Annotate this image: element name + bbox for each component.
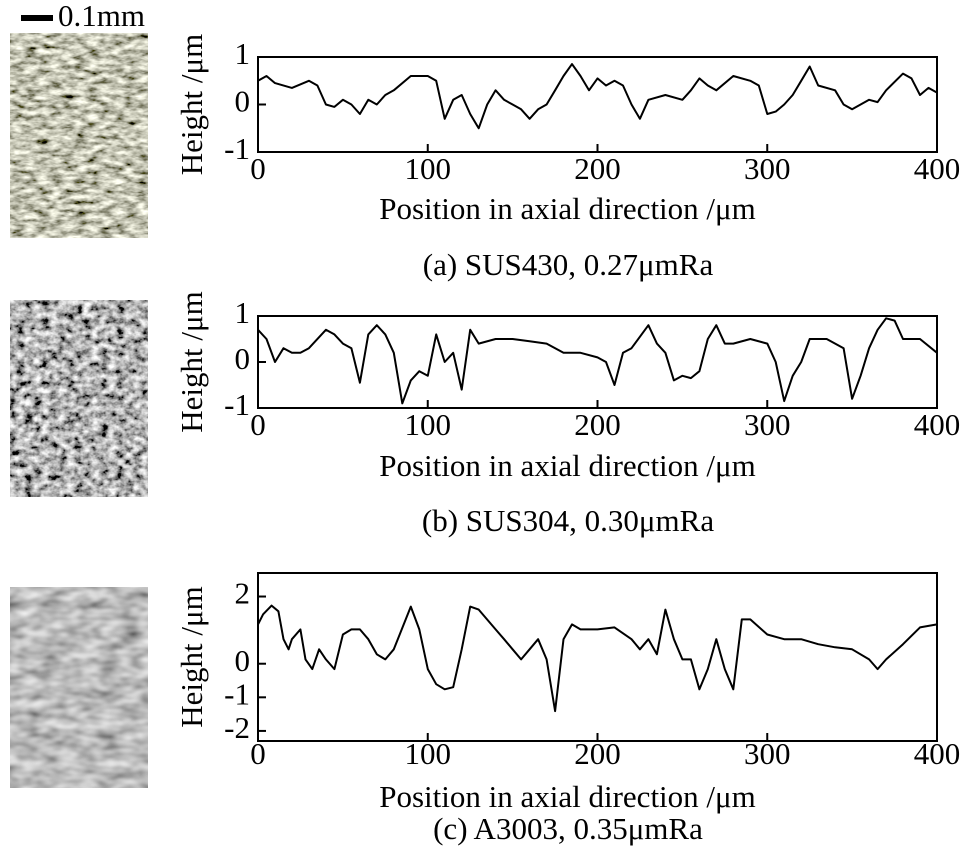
x-tick-label: 400 [914, 407, 961, 442]
y-tick-label: -2 [224, 710, 250, 745]
x-tick-label: 0 [250, 736, 266, 771]
surface-photo [10, 587, 148, 788]
x-axis-label: Position in axial direction /μm [379, 448, 756, 483]
y-tick-label: 0 [235, 643, 251, 678]
plot-frame [257, 56, 938, 153]
scale-bar [21, 15, 53, 21]
y-axis-label: Height /μm [174, 586, 209, 727]
x-tick-label: 100 [405, 151, 452, 186]
surface-photo [10, 300, 148, 497]
x-tick-label: 400 [914, 736, 961, 771]
x-tick-label: 200 [574, 407, 621, 442]
x-tick-label: 200 [574, 736, 621, 771]
x-tick-label: 200 [574, 151, 621, 186]
plot-frame [257, 315, 938, 409]
x-tick-label: 400 [914, 151, 961, 186]
y-tick-label: -1 [224, 676, 250, 711]
scale-bar-label: 0.1mm [58, 0, 145, 33]
surface-photo [10, 33, 148, 238]
profile-line [257, 63, 938, 130]
x-axis-label: Position in axial direction /μm [379, 191, 756, 226]
x-tick-label: 0 [250, 407, 266, 442]
y-tick-label: 1 [235, 295, 251, 330]
y-axis-label: Height /μm [174, 34, 209, 175]
y-tick-label: 2 [235, 576, 251, 611]
caption: (c) A3003, 0.35μmRa [433, 811, 703, 846]
profile-line [257, 604, 938, 713]
x-tick-label: 300 [744, 736, 791, 771]
y-tick-label: 0 [235, 84, 251, 119]
x-tick-label: 300 [744, 151, 791, 186]
caption: (b) SUS304, 0.30μmRa [422, 503, 714, 538]
plot-frame [257, 572, 938, 742]
y-tick-label: 1 [235, 36, 251, 71]
y-tick-label: 0 [235, 341, 251, 376]
x-tick-label: 100 [405, 736, 452, 771]
x-tick-label: 300 [744, 407, 791, 442]
y-tick-label: -1 [224, 387, 250, 422]
caption: (a) SUS430, 0.27μmRa [423, 247, 714, 282]
y-tick-label: -1 [224, 131, 250, 166]
profile-line [257, 317, 938, 405]
x-tick-label: 100 [405, 407, 452, 442]
x-tick-label: 0 [250, 151, 266, 186]
x-axis-label: Position in axial direction /μm [379, 779, 756, 814]
y-axis-label: Height /μm [174, 291, 209, 432]
